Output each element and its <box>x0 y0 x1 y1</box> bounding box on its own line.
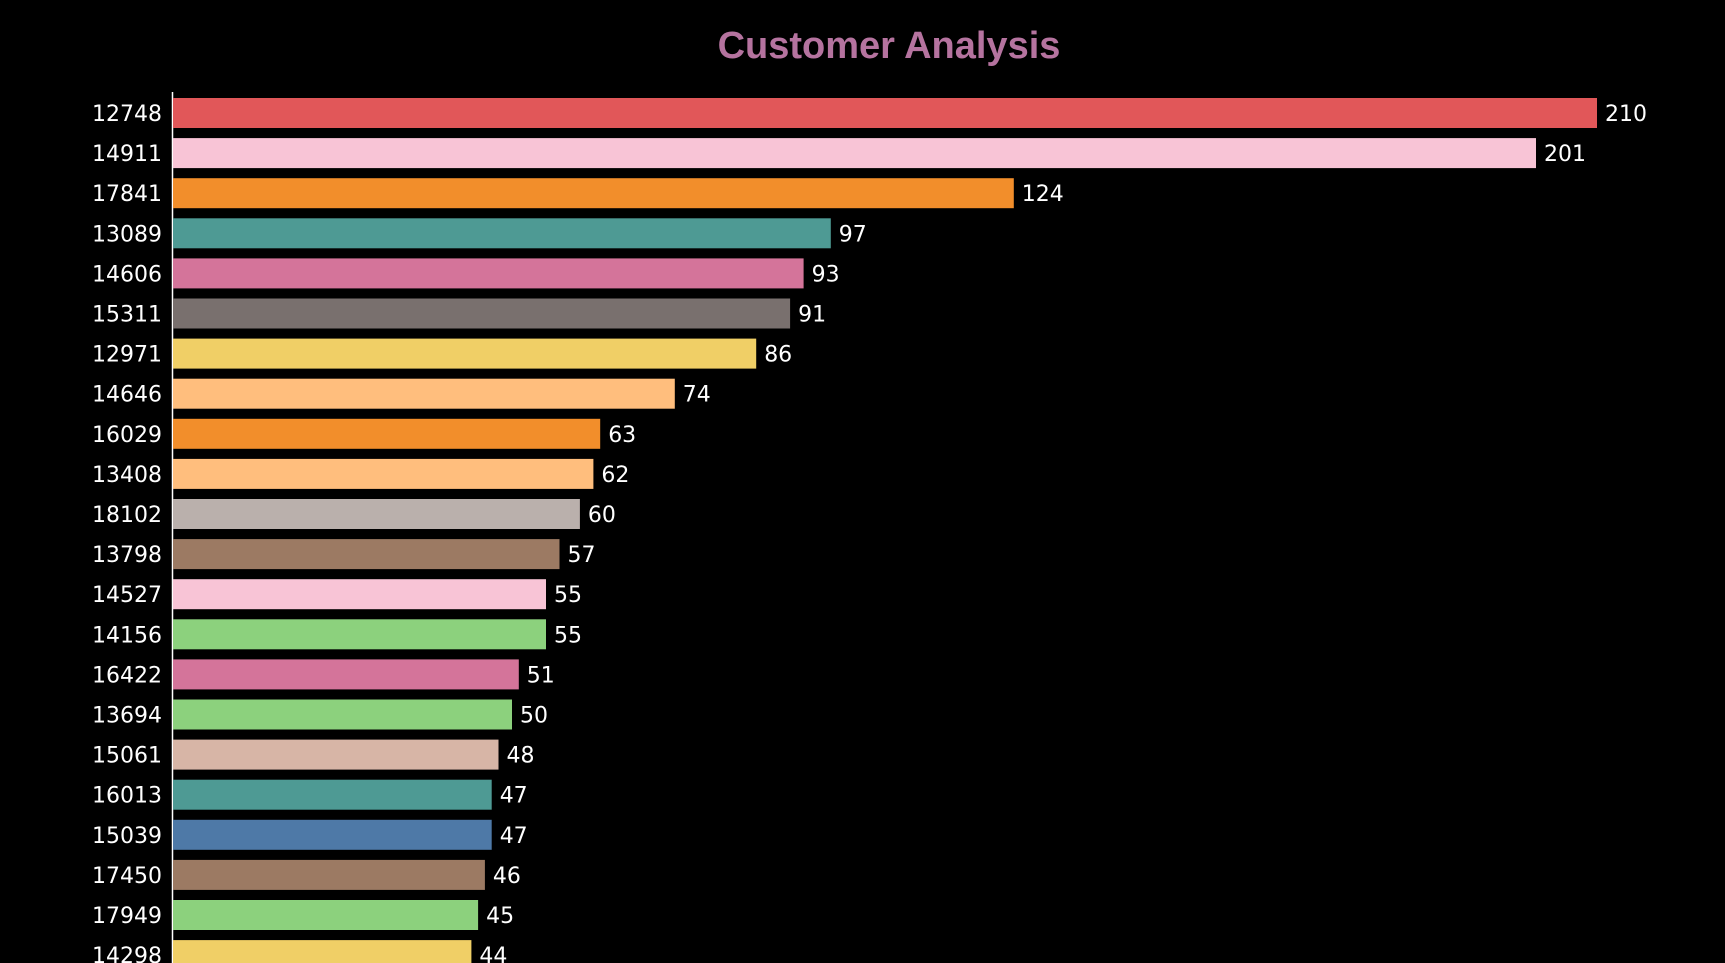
data-label: 201 <box>1544 142 1586 167</box>
y-tick-label: 13798 <box>92 543 162 568</box>
data-label: 86 <box>764 343 792 368</box>
y-tick-label: 13408 <box>92 463 162 488</box>
data-label: 63 <box>608 423 636 448</box>
bar-17841 <box>173 178 1014 209</box>
bar-13694 <box>173 699 512 730</box>
y-tick-label: 13089 <box>92 222 162 247</box>
bar-16422 <box>173 659 519 690</box>
y-tick-label: 14156 <box>92 623 162 648</box>
data-label: 55 <box>554 623 582 648</box>
data-label: 57 <box>568 543 596 568</box>
bar-13089 <box>173 218 831 249</box>
y-tick-label: 14606 <box>92 262 162 287</box>
data-label: 97 <box>839 222 867 247</box>
bars-group <box>173 98 1597 963</box>
data-label: 47 <box>500 784 528 809</box>
y-tick-labels: 12748 14911 17841 13089 14606 15311 12971 14646… <box>92 102 162 963</box>
y-tick-label: 14646 <box>92 383 162 408</box>
y-tick-label: 15311 <box>92 303 162 328</box>
y-tick-label: 16029 <box>92 423 162 448</box>
bar-15061 <box>173 739 499 770</box>
bar-18102 <box>173 499 580 529</box>
data-label: 91 <box>798 303 826 328</box>
y-tick-label: 18102 <box>92 503 162 528</box>
bar-14156 <box>173 619 546 650</box>
bar-16029 <box>173 418 601 449</box>
bar-17450 <box>173 859 485 890</box>
y-tick-label: 14527 <box>92 583 162 608</box>
bar-13798 <box>173 539 560 570</box>
data-label: 46 <box>493 864 521 889</box>
bar-14298 <box>173 940 472 963</box>
bar-12971 <box>173 338 757 369</box>
bar-14911 <box>173 138 1536 169</box>
data-label: 60 <box>588 503 616 528</box>
y-tick-label: 17949 <box>92 904 162 929</box>
data-label: 44 <box>479 944 507 963</box>
y-tick-label: 14911 <box>92 142 162 167</box>
y-tick-label: 15061 <box>92 744 162 769</box>
y-tick-label: 15039 <box>92 824 162 849</box>
y-tick-label: 12748 <box>92 102 162 127</box>
y-tick-label: 17450 <box>92 864 162 889</box>
y-tick-label: 17841 <box>92 182 162 207</box>
bar-14527 <box>173 579 546 610</box>
bar-12748 <box>173 98 1597 128</box>
data-label: 74 <box>683 383 711 408</box>
chart-title: Customer Analysis <box>718 25 1061 67</box>
data-label: 51 <box>527 663 555 688</box>
bar-15311 <box>173 298 791 329</box>
y-tick-label: 16422 <box>92 663 162 688</box>
y-tick-label: 12971 <box>92 343 162 368</box>
data-label: 62 <box>601 463 629 488</box>
bar-14646 <box>173 378 675 409</box>
data-label: 210 <box>1605 102 1647 127</box>
data-label: 47 <box>500 824 528 849</box>
bar-16013 <box>173 779 492 810</box>
data-label: 45 <box>486 904 514 929</box>
data-label: 55 <box>554 583 582 608</box>
y-tick-label: 16013 <box>92 784 162 809</box>
data-label: 124 <box>1022 182 1064 207</box>
bar-14606 <box>173 258 804 289</box>
data-label: 93 <box>812 262 840 287</box>
bar-13408 <box>173 458 594 489</box>
bar-15039 <box>173 819 492 850</box>
data-label: 48 <box>507 744 535 769</box>
y-tick-label: 13694 <box>92 704 162 729</box>
bar-17949 <box>173 900 479 930</box>
data-label: 50 <box>520 704 548 729</box>
y-tick-label: 14298 <box>92 944 162 963</box>
